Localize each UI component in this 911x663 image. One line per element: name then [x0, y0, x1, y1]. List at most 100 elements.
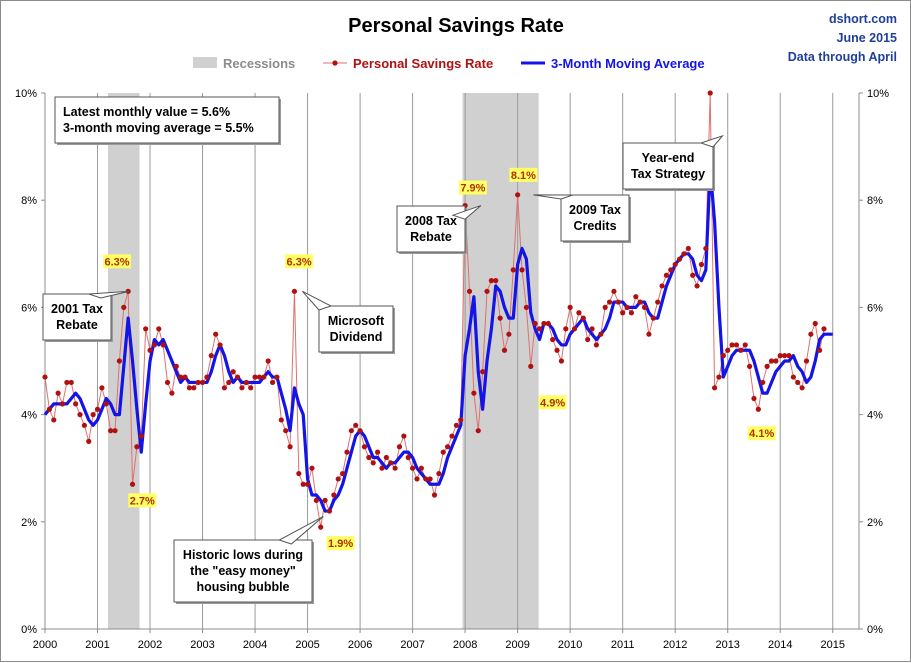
callout-text: housing bubble — [196, 580, 289, 594]
y-tick-label-left: 4% — [21, 410, 37, 422]
data-point — [641, 304, 648, 310]
data-point — [383, 454, 389, 461]
data-point — [655, 299, 661, 305]
data-point — [283, 428, 289, 434]
data-point — [637, 299, 643, 305]
value-label: 6.3% — [104, 256, 129, 268]
data-point — [401, 433, 407, 439]
data-point — [628, 310, 635, 316]
x-tick-label: 2005 — [295, 639, 319, 651]
callout-pointer — [278, 515, 324, 545]
series-line-3-month-moving-average — [43, 166, 833, 513]
data-point — [580, 315, 586, 321]
callout-pointer — [88, 290, 130, 299]
data-point — [221, 385, 228, 391]
data-point — [68, 379, 74, 386]
callout-box — [318, 305, 394, 353]
data-point — [99, 385, 105, 391]
data-point — [304, 481, 311, 487]
data-point — [414, 476, 420, 482]
data-point — [480, 369, 486, 375]
data-point — [773, 358, 779, 364]
data-point — [812, 320, 818, 327]
data-point — [532, 320, 538, 327]
callout-pointer — [301, 290, 333, 311]
data-point — [449, 433, 455, 439]
data-point — [466, 288, 473, 294]
callout: Year-end Tax Strategy — [622, 134, 724, 191]
data-point — [755, 406, 761, 412]
x-tick-label: 2001 — [85, 639, 109, 651]
callout-box — [396, 205, 466, 253]
data-point — [742, 342, 748, 348]
value-label-bg — [747, 426, 776, 441]
callout-text: Latest monthly value = 5.6% — [63, 105, 230, 119]
data-point — [694, 283, 700, 289]
data-point — [453, 422, 459, 428]
legend-label: Personal Savings Rate — [353, 56, 493, 71]
value-label: 4.1% — [749, 428, 774, 440]
data-point — [164, 379, 171, 386]
x-tick-label: 2014 — [768, 639, 792, 651]
data-point — [440, 449, 446, 455]
y-tick-label-left: 8% — [21, 195, 37, 207]
data-point — [471, 390, 477, 396]
data-point — [81, 422, 87, 428]
data-point — [593, 342, 600, 348]
data-point — [685, 245, 691, 252]
data-point — [720, 353, 726, 359]
y-tick-label-left: 2% — [21, 517, 37, 529]
data-point — [396, 444, 403, 450]
data-point — [646, 331, 652, 337]
data-point — [808, 331, 814, 337]
data-point — [112, 428, 118, 434]
data-point — [602, 304, 608, 310]
data-point — [690, 272, 696, 278]
y-tick-label-left: 6% — [21, 302, 37, 314]
data-point — [799, 385, 805, 391]
data-point — [151, 342, 158, 348]
data-point — [129, 481, 136, 487]
x-tick-label: 2009 — [505, 639, 529, 651]
data-point — [51, 417, 57, 423]
callout-text: Dividend — [330, 330, 383, 344]
data-point — [191, 385, 197, 391]
data-point — [59, 401, 66, 407]
data-point — [392, 465, 398, 471]
data-point — [410, 465, 416, 471]
callout-box — [173, 539, 313, 603]
data-point — [506, 331, 512, 337]
data-point — [269, 379, 276, 386]
data-point — [147, 347, 153, 353]
data-point — [764, 363, 770, 369]
data-point — [230, 369, 236, 375]
data-point — [160, 342, 166, 348]
data-point — [611, 288, 617, 294]
callout-text: 2009 Tax — [569, 203, 621, 217]
data-point — [94, 406, 101, 412]
data-point — [326, 508, 333, 514]
data-point — [243, 379, 249, 386]
callout: Historic lows during the "easy money" hous… — [173, 515, 324, 604]
data-point — [606, 299, 613, 305]
callout-box — [42, 293, 112, 341]
x-tick-label: 2007 — [400, 639, 424, 651]
x-tick-label: 2004 — [243, 639, 267, 651]
data-point — [55, 390, 61, 396]
x-tick-label: 2013 — [715, 639, 739, 651]
value-label-bg — [538, 395, 567, 410]
data-point — [86, 438, 92, 444]
data-point — [633, 294, 639, 300]
data-point — [42, 374, 48, 380]
x-tick-label: 2012 — [663, 639, 687, 651]
y-tick-label-right: 10% — [867, 88, 889, 100]
value-label: 7.9% — [460, 183, 485, 195]
data-point — [331, 492, 337, 498]
plot-area: 0% 0% 2% 2% 4% 4% 6% 6% 8% 8% 10% 10% 2000 2001 2002 20… — [15, 88, 889, 651]
data-point — [431, 492, 438, 498]
data-point — [663, 272, 670, 278]
value-label-bg — [285, 254, 314, 269]
data-point — [46, 406, 52, 412]
data-point — [782, 353, 788, 359]
